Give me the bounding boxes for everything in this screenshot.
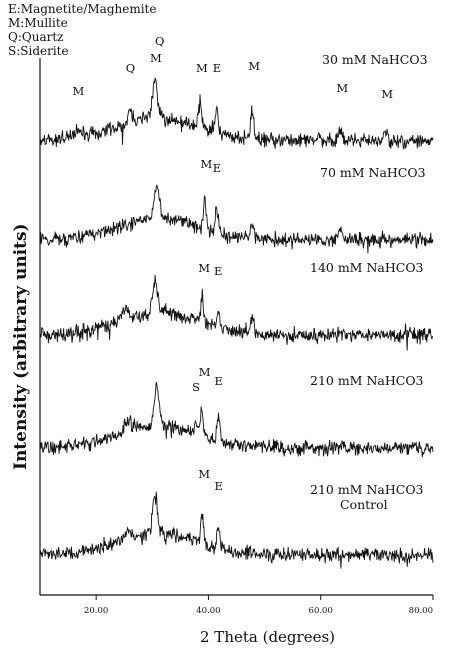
x-tick-label: 20.00 (84, 606, 108, 616)
legend-entry-magnetite: E:Magnetite/Maghemite (8, 2, 156, 16)
series-label-70mM: 70 mM NaHCO3 (320, 165, 426, 180)
xrd-trace-1 (39, 77, 434, 150)
legend-entry-quartz: Q:Quartz (8, 30, 63, 44)
peak-label: M (248, 59, 260, 73)
peak-label: M (73, 84, 85, 98)
peak-label: S (192, 380, 200, 394)
peak-label: M (199, 365, 211, 379)
x-tick-label: 40.00 (196, 606, 220, 616)
peak-label: E (213, 161, 221, 175)
xrd-trace-5 (39, 491, 434, 569)
series-labels: 30 mM NaHCO3 70 mM NaHCO3 140 mM NaHCO3 … (310, 52, 428, 512)
series-label-210mM: 210 mM NaHCO3 (310, 373, 424, 388)
peak-label: M (198, 467, 210, 481)
series-label-control: Control (340, 497, 388, 512)
peak-label: M (381, 87, 393, 101)
xrd-trace-3 (39, 274, 434, 351)
x-axis-title: 2 Theta (degrees) (200, 628, 335, 646)
peak-label: Q (155, 34, 164, 48)
peak-label: E (215, 479, 223, 493)
peak-label: M (336, 81, 348, 95)
legend-entry-siderite: S:Siderite (8, 44, 69, 58)
peak-label: E (214, 264, 222, 278)
peak-label: M (150, 51, 162, 65)
peak-label: M (201, 157, 213, 171)
x-ticks: 20.00 40.00 60.00 80.00 (84, 595, 434, 616)
peak-label: M (196, 61, 208, 75)
series-label-140mM: 140 mM NaHCO3 (310, 260, 424, 275)
xrd-trace-4 (39, 381, 434, 458)
x-tick-label: 80.00 (409, 606, 433, 616)
legend-entry-mullite: M:Mullite (8, 16, 68, 30)
series-label-30mM: 30 mM NaHCO3 (322, 52, 428, 67)
x-tick-label: 60.00 (309, 606, 333, 616)
peak-label: M (198, 261, 210, 275)
peak-label: E (213, 61, 221, 75)
traces (39, 77, 434, 569)
xrd-trace-2 (39, 184, 434, 254)
peak-label: Q (126, 61, 135, 75)
series-label-210mM-control: 210 mM NaHCO3 (310, 482, 424, 497)
legend: E:Magnetite/Maghemite M:Mullite Q:Quartz… (8, 2, 156, 58)
y-axis-title: Intensity (arbitrary units) (11, 223, 31, 470)
peak-label: E (215, 374, 223, 388)
